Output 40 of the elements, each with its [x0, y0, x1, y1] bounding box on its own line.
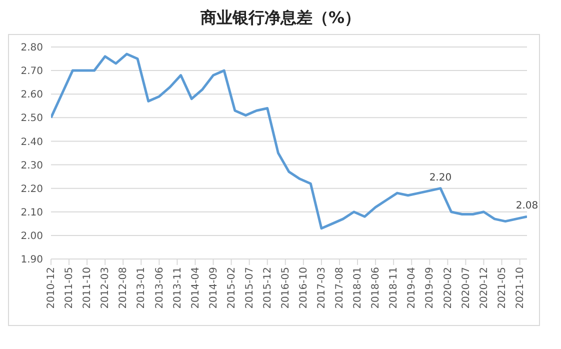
- y-tick-label: 2.50: [20, 113, 43, 124]
- x-tick-label: 2020-07: [460, 267, 472, 309]
- x-tick-label: 2018-11: [388, 267, 400, 309]
- x-tick-label: 2013-11: [172, 267, 184, 309]
- data-label: 2.20: [429, 172, 452, 184]
- y-tick-label: 2.70: [20, 66, 43, 78]
- x-tick-label: 2021-10: [514, 267, 526, 309]
- x-tick-label: 2017-08: [334, 267, 346, 309]
- x-tick-label: 2010-12: [46, 267, 58, 309]
- y-tick-label: 2.60: [20, 90, 43, 101]
- y-tick-label: 2.80: [20, 42, 43, 54]
- x-tick-label: 2015-07: [244, 267, 256, 309]
- y-tick-label: 2.20: [20, 184, 43, 195]
- x-tick-label: 2012-08: [118, 267, 130, 309]
- y-tick-label: 2.10: [20, 207, 43, 218]
- x-tick-label: 2017-03: [316, 267, 328, 309]
- x-tick-label: 2014-09: [208, 267, 220, 309]
- y-tick-label: 1.90: [20, 254, 43, 266]
- y-tick-label: 2.00: [20, 230, 43, 242]
- x-tick-label: 2016-10: [298, 267, 310, 309]
- chart-title: 商业银行净息差（%）: [199, 8, 362, 29]
- x-tick-label: 2015-12: [262, 267, 274, 309]
- x-tick-label: 2013-01: [136, 267, 148, 309]
- x-tick-label: 2015-02: [226, 267, 238, 309]
- y-tick-label: 2.40: [20, 136, 43, 148]
- x-tick-label: 2018-06: [370, 267, 382, 309]
- x-tick-label: 2018-01: [352, 267, 364, 309]
- x-tick-label: 2011-10: [82, 267, 94, 309]
- x-tick-label: 2019-04: [406, 267, 418, 309]
- x-tick-label: 2014-04: [190, 267, 202, 309]
- x-tick-label: 2019-09: [424, 267, 436, 309]
- x-tick-label: 2016-05: [280, 267, 292, 309]
- x-tick-label: 2013-06: [154, 267, 166, 309]
- x-tick-label: 2020-02: [442, 267, 454, 309]
- x-tick-label: 2012-03: [100, 267, 112, 309]
- x-tick-label: 2020-12: [478, 267, 490, 309]
- data-label: 2.08: [516, 200, 538, 212]
- x-tick-label: 2011-05: [64, 267, 76, 309]
- y-tick-label: 2.30: [20, 160, 43, 172]
- x-tick-label: 2021-05: [496, 267, 508, 309]
